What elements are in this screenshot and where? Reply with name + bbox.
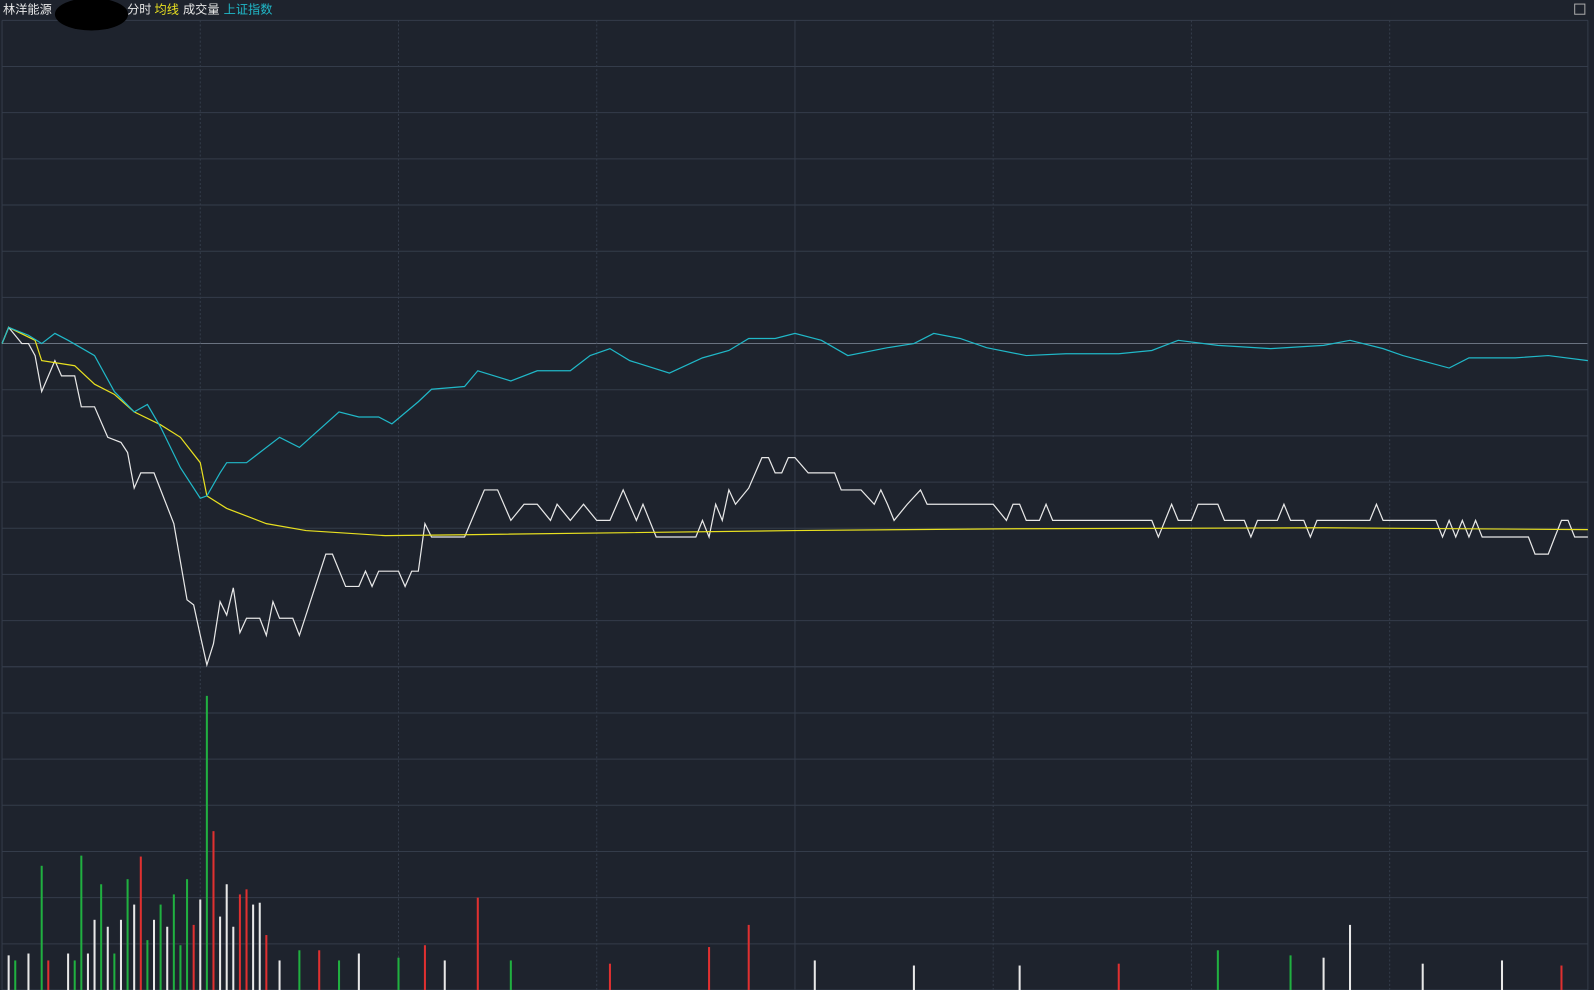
volume-bar bbox=[67, 953, 70, 990]
volume-bar bbox=[1322, 957, 1325, 990]
legend-volume[interactable]: 成交量 bbox=[183, 2, 220, 17]
volume-bar bbox=[133, 904, 136, 990]
volume-bar bbox=[608, 963, 611, 990]
volume-bar bbox=[27, 953, 30, 990]
volume-bar bbox=[100, 884, 103, 990]
legend-index[interactable]: 上证指数 bbox=[224, 2, 273, 17]
volume-bar bbox=[278, 960, 281, 990]
volume-bar bbox=[252, 904, 255, 990]
volume-bar bbox=[912, 965, 915, 990]
volume-bar bbox=[225, 884, 228, 990]
volume-bar bbox=[265, 935, 268, 990]
volume-bar bbox=[509, 960, 512, 990]
volume-bar bbox=[172, 894, 175, 990]
volume-bar bbox=[219, 916, 222, 990]
volume-bar bbox=[476, 897, 479, 990]
redaction bbox=[54, 0, 129, 31]
volume-bar bbox=[423, 945, 426, 990]
volume-bar bbox=[93, 919, 96, 990]
volume-bar bbox=[186, 879, 189, 990]
legend-price[interactable]: 分时 bbox=[127, 3, 151, 17]
volume-bar bbox=[86, 953, 89, 990]
series-line bbox=[1, 326, 1588, 668]
volume-bar bbox=[40, 865, 43, 990]
volume-bar bbox=[1216, 950, 1219, 990]
volume-bar bbox=[113, 953, 116, 990]
volume-bar bbox=[747, 924, 750, 990]
volume-bar bbox=[443, 960, 446, 990]
grid bbox=[1, 19, 1589, 990]
window-button[interactable] bbox=[1574, 3, 1586, 15]
volume-bar bbox=[813, 960, 816, 990]
volume-bar bbox=[192, 924, 195, 990]
volume-bar bbox=[205, 695, 208, 990]
volume-bar bbox=[708, 947, 711, 990]
volume-bar bbox=[1289, 955, 1292, 990]
volume-bar bbox=[1349, 924, 1352, 990]
volume-bar bbox=[14, 960, 17, 990]
volume-bar bbox=[238, 894, 241, 990]
volume-bar bbox=[245, 889, 248, 990]
volume-bar bbox=[1421, 963, 1424, 990]
volume-bar bbox=[199, 899, 202, 990]
series-line bbox=[1, 326, 1588, 499]
volume-bar bbox=[1560, 965, 1563, 990]
volume-bar bbox=[139, 856, 142, 990]
volume-bar bbox=[106, 926, 109, 990]
volume-bar bbox=[166, 926, 169, 990]
volume-bar bbox=[146, 940, 149, 990]
volume-bar bbox=[7, 955, 10, 990]
volume-bar bbox=[152, 919, 156, 990]
volume-bar bbox=[80, 855, 83, 990]
volume-bar bbox=[119, 919, 122, 990]
volume-bar bbox=[318, 950, 321, 990]
marks bbox=[1, 326, 1588, 990]
volume-bar bbox=[1018, 965, 1021, 990]
volume-bar bbox=[126, 879, 129, 990]
volume-bar bbox=[1117, 963, 1120, 990]
volume-bar bbox=[232, 926, 235, 990]
volume-bar bbox=[357, 953, 360, 990]
volume-bar bbox=[179, 945, 182, 990]
legend-average[interactable]: 均线 bbox=[155, 3, 179, 17]
stock-name: 林洋能源 bbox=[3, 2, 52, 17]
volume-bar bbox=[338, 960, 341, 990]
volume-bar bbox=[47, 960, 50, 990]
volume-bar bbox=[212, 831, 215, 990]
volume-bar bbox=[258, 902, 261, 990]
series-line bbox=[1, 326, 1588, 537]
volume-bar bbox=[1500, 960, 1504, 990]
volume-bar bbox=[397, 957, 400, 990]
volume-bar bbox=[73, 960, 76, 990]
volume-bar bbox=[298, 950, 301, 990]
volume-bar bbox=[159, 904, 162, 990]
